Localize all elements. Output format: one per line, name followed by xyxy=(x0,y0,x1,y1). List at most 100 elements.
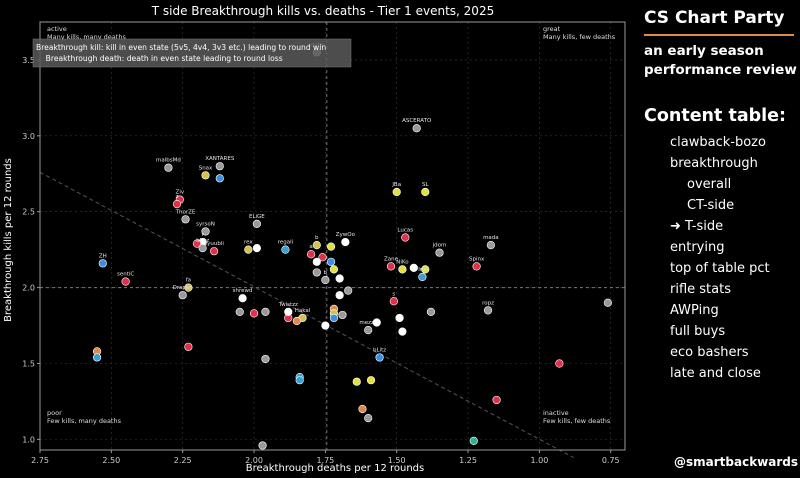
data-point xyxy=(201,227,210,236)
data-point xyxy=(178,291,187,300)
y-tick-label: 3.5 xyxy=(22,56,35,65)
data-point xyxy=(192,239,202,248)
toc-item[interactable]: ➜ T-side xyxy=(670,219,724,234)
point-label: kyuubii xyxy=(204,241,224,247)
toc-item[interactable]: late and close xyxy=(670,366,761,381)
data-point xyxy=(421,265,430,274)
data-point xyxy=(295,376,304,385)
x-tick-label: 0.75 xyxy=(602,456,620,465)
toc-title: Content table: xyxy=(644,106,787,126)
data-point xyxy=(244,245,253,254)
y-tick-label: 3.0 xyxy=(22,132,35,141)
data-point xyxy=(409,263,418,272)
data-point xyxy=(261,354,270,364)
data-point xyxy=(398,265,407,274)
x-tick-label: 1.75 xyxy=(316,456,334,465)
data-point xyxy=(252,219,261,228)
legend-line: Breakthrough kill: kill in even state (5… xyxy=(36,43,326,52)
point-label: ZywOo xyxy=(336,232,356,238)
point-label: rex xyxy=(244,240,253,246)
data-point xyxy=(249,309,259,318)
quadrant-label-subtitle: Many kills, many deaths xyxy=(47,33,126,41)
data-point xyxy=(401,233,410,242)
toc-item[interactable]: AWPing xyxy=(670,303,719,318)
data-point xyxy=(603,298,612,307)
point-label: Hakal xyxy=(295,308,311,314)
brand-subtitle-line1: an early season xyxy=(644,43,764,59)
point-label: z xyxy=(176,194,179,200)
data-point xyxy=(215,174,224,183)
data-point xyxy=(418,272,427,282)
toc-item[interactable]: rifle stats xyxy=(670,282,731,297)
data-point xyxy=(321,275,330,285)
data-point xyxy=(492,395,501,405)
point-label: Drapen xyxy=(173,285,194,291)
point-label: r xyxy=(202,232,205,238)
data-point xyxy=(375,353,384,362)
trend-line xyxy=(39,171,574,459)
data-point xyxy=(366,376,376,385)
data-point xyxy=(284,307,293,316)
toc-item[interactable]: CT-side xyxy=(687,198,735,213)
data-point xyxy=(486,241,495,250)
x-tick-label: 2.75 xyxy=(31,456,49,465)
toc-item[interactable]: full buys xyxy=(670,324,726,339)
point-label: ropz xyxy=(482,300,494,306)
toc-item[interactable]: eco bashers xyxy=(670,345,749,360)
brand-underline xyxy=(644,34,794,36)
data-point xyxy=(389,297,398,306)
chart-area: T side Breakthrough kills vs. deaths - T… xyxy=(3,4,626,474)
quadrant-label-title: poor xyxy=(47,409,62,417)
data-point xyxy=(364,414,373,423)
point-label: sentiC xyxy=(117,272,134,278)
brand-title: CS Chart Party xyxy=(644,8,785,28)
x-tick-label: 2.00 xyxy=(245,456,263,465)
data-point xyxy=(392,187,401,197)
data-point xyxy=(412,124,421,133)
data-point xyxy=(261,307,270,316)
side-panel: CS Chart Party an early season performan… xyxy=(640,0,800,478)
data-point xyxy=(312,241,321,250)
data-point xyxy=(335,274,344,283)
data-point xyxy=(238,294,247,303)
data-point xyxy=(352,377,361,386)
point-label: Inv xyxy=(418,267,427,273)
point-label: bLitz xyxy=(196,238,209,244)
point-label: b xyxy=(324,270,328,276)
brand-subtitle-line2: performance review xyxy=(644,62,797,78)
toc-item[interactable]: top of table pct xyxy=(670,261,770,276)
brand-subtitle: an early season performance review xyxy=(644,42,800,80)
data-point xyxy=(329,313,339,323)
data-point xyxy=(395,313,404,323)
toc-item[interactable]: entrying xyxy=(670,240,725,255)
data-point xyxy=(386,262,396,271)
data-point xyxy=(555,359,564,368)
data-point xyxy=(435,248,444,257)
point-label: a xyxy=(309,244,312,250)
chart-title: T side Breakthrough kills vs. deaths - T… xyxy=(151,4,494,18)
point-label: mada xyxy=(483,235,499,241)
point-label: regali xyxy=(278,240,294,246)
toc-item[interactable]: clawback-bozo xyxy=(670,135,766,150)
legend-background xyxy=(32,38,352,68)
point-label: b xyxy=(315,235,319,241)
toc-item[interactable]: breakthrough xyxy=(670,156,758,171)
data-point xyxy=(306,250,316,259)
data-point xyxy=(344,286,353,295)
quadrant-label-subtitle: Few kills, many deaths xyxy=(47,417,122,425)
y-axis-label: Breakthrough kills per 12 rounds xyxy=(3,158,14,322)
data-point xyxy=(252,244,261,253)
data-point xyxy=(341,237,350,247)
data-point xyxy=(98,259,107,268)
x-axis-label: Breakthrough deaths per 12 rounds xyxy=(246,463,425,474)
point-label: XANTARES xyxy=(205,156,235,162)
data-point xyxy=(92,353,102,362)
point-label: shrewd xyxy=(233,288,253,294)
data-point xyxy=(335,291,344,300)
point-label: SL xyxy=(422,182,429,188)
data-point xyxy=(426,307,436,316)
toc-item[interactable]: overall xyxy=(687,177,732,192)
x-tick-label: 1.50 xyxy=(388,456,406,465)
data-point xyxy=(398,327,407,336)
data-point xyxy=(483,306,493,315)
